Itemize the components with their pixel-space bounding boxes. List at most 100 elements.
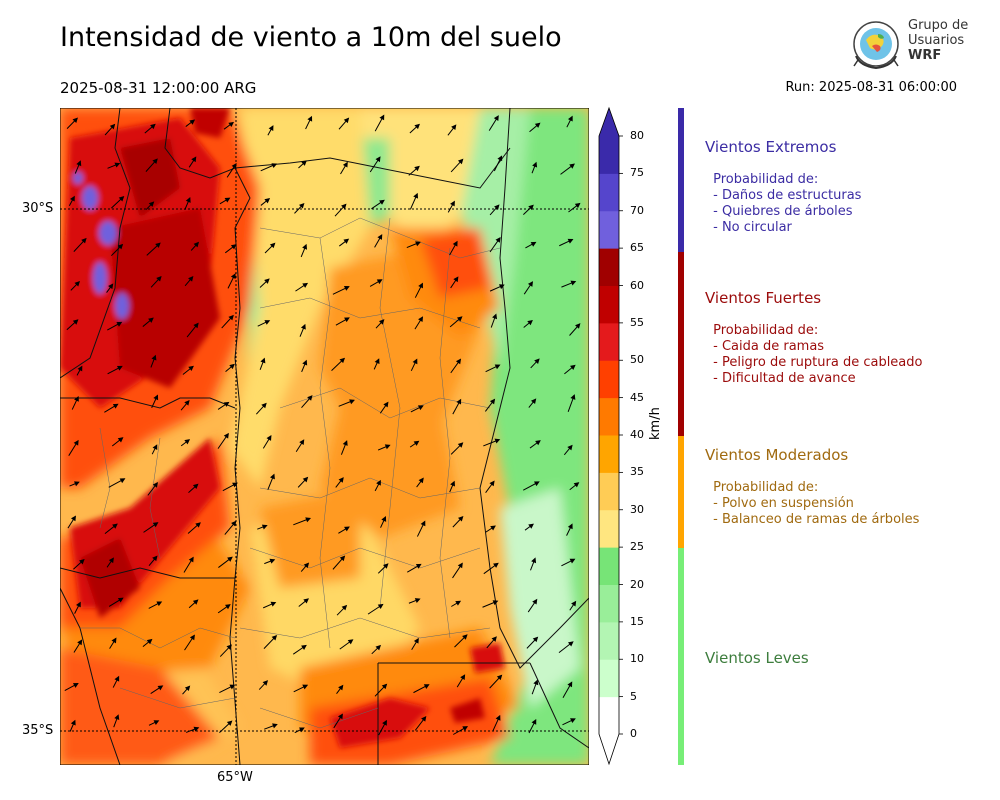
wind-arrow-head — [343, 286, 350, 291]
wind-arrow-head — [302, 243, 308, 250]
wind-arrow-head — [452, 240, 458, 247]
lat-label-35: 35°S — [22, 723, 54, 738]
wind-arrow-head — [535, 440, 541, 446]
wind-arrow-head — [152, 444, 158, 450]
colorbar-bin-1 — [599, 659, 619, 698]
colorbar-tick-label: 40 — [630, 428, 644, 441]
wind-arrow-head — [383, 401, 389, 408]
wind-arrow-head — [298, 202, 305, 209]
wind-arrow-head — [456, 316, 463, 322]
wind-arrow-head — [453, 276, 459, 283]
wind-arrow-head — [417, 405, 424, 411]
wrf-logo: Grupo de Usuarios WRF — [848, 16, 978, 74]
extreme-bar — [678, 108, 684, 252]
wind-arrow-head — [152, 482, 158, 488]
wind-arrow-head — [413, 192, 419, 199]
wind-arrow-head — [337, 713, 343, 720]
wind-arrow-head — [495, 714, 501, 721]
wind-arrow-head — [117, 437, 124, 443]
wind-arrow-head — [567, 523, 573, 530]
wind-arrow-head — [270, 473, 275, 480]
wind-arrow-head — [73, 439, 79, 446]
wind-arrow-head — [569, 558, 576, 564]
wind-arrow-head — [272, 723, 278, 729]
wind-arrow-head — [342, 440, 348, 446]
wind-arrow-head — [414, 165, 420, 172]
wind-arrow-head — [152, 555, 158, 562]
wind-arrow-head — [457, 562, 463, 569]
wind-arrow-head — [266, 435, 272, 441]
wind-arrow-head — [192, 599, 199, 605]
wind-arrow-head — [534, 122, 541, 128]
colorbar-bin-12 — [599, 248, 619, 286]
wind-arrow-head — [151, 354, 157, 361]
wind-arrow-head — [261, 402, 267, 409]
colorbar-bin-0 — [599, 696, 619, 735]
wind-arrow-head — [462, 634, 468, 640]
wind-arrow-head — [112, 403, 119, 409]
wind-arrow-head — [460, 674, 466, 681]
wind-arrow-head — [567, 238, 574, 244]
wind-arrow-head — [384, 444, 391, 450]
logo-line2: Usuarios — [908, 33, 965, 48]
wind-arrow-head — [184, 685, 191, 692]
wind-arrow-head — [457, 158, 464, 165]
wind-arrow-head — [302, 282, 309, 288]
wind-arrow-head — [70, 195, 75, 202]
wind-arrow-head — [156, 601, 163, 607]
wind-arrow-head — [79, 559, 85, 565]
wind-arrow-head — [189, 634, 195, 641]
colorbar-tick-label: 60 — [630, 278, 644, 292]
colorbar-tick-label: 70 — [630, 203, 644, 217]
wind-arrow-head — [412, 358, 418, 365]
wind-arrow-head — [264, 198, 271, 204]
wind-arrow-head — [423, 684, 430, 689]
strong-bar — [678, 252, 684, 436]
wind-arrow-head — [341, 203, 347, 210]
wind-arrow-head — [382, 719, 387, 726]
wind-arrow-head — [451, 124, 457, 131]
wind-arrow-head — [420, 520, 426, 527]
moderate-desc: Probabilidad de: - Polvo en suspensión -… — [713, 480, 920, 527]
wind-arrow-head — [184, 399, 190, 406]
wind-arrow-head — [262, 680, 269, 686]
wind-arrow-head — [347, 639, 354, 645]
colorbar-bin-8 — [599, 397, 619, 436]
wind-arrow-head — [157, 685, 164, 691]
wind-arrow-head — [570, 718, 576, 724]
wind-arrow-head — [489, 398, 496, 405]
wind-arrow-head — [567, 641, 574, 647]
colorbar-tick-label: 25 — [630, 540, 644, 554]
wind-arrow-head — [413, 637, 419, 644]
wind-arrow-head — [531, 718, 537, 725]
wind-arrow-head — [193, 726, 200, 732]
colorbar-bin-15 — [599, 136, 619, 174]
colorbar-tick-label: 65 — [630, 241, 644, 255]
colorbar-bin-5 — [599, 509, 619, 548]
wind-arrow-head — [570, 394, 576, 400]
wind-arrow-head — [302, 476, 309, 483]
wind-arrow-head — [150, 123, 156, 130]
wind-arrow-head — [146, 638, 153, 645]
light-title: Vientos Leves — [705, 649, 809, 667]
wind-arrow-head — [574, 202, 581, 209]
wind-arrow-head — [225, 604, 231, 610]
wind-arrow-head — [268, 125, 274, 131]
colorbar-tick-label: 80 — [630, 129, 644, 142]
wind-arrow-head — [570, 364, 576, 371]
wind-arrow-head — [528, 204, 534, 211]
colorbar-tick-label: 30 — [630, 502, 644, 516]
wind-arrow-head — [497, 155, 503, 162]
colorbar-bin-3 — [599, 584, 619, 623]
wind-arrow-head — [184, 439, 191, 445]
wind-arrow-head — [117, 243, 124, 250]
wind-arrow-head — [271, 163, 278, 169]
wind-arrow-head — [264, 320, 271, 325]
wind-arrow-head — [301, 160, 307, 166]
wind-arrow-head — [155, 242, 161, 248]
wind-arrow-head — [227, 556, 233, 562]
colorbar-tick-label: 10 — [630, 652, 644, 666]
wind-arrow-head — [343, 117, 350, 124]
wind-arrow-head — [456, 398, 462, 405]
wind-arrow-head — [379, 199, 385, 205]
